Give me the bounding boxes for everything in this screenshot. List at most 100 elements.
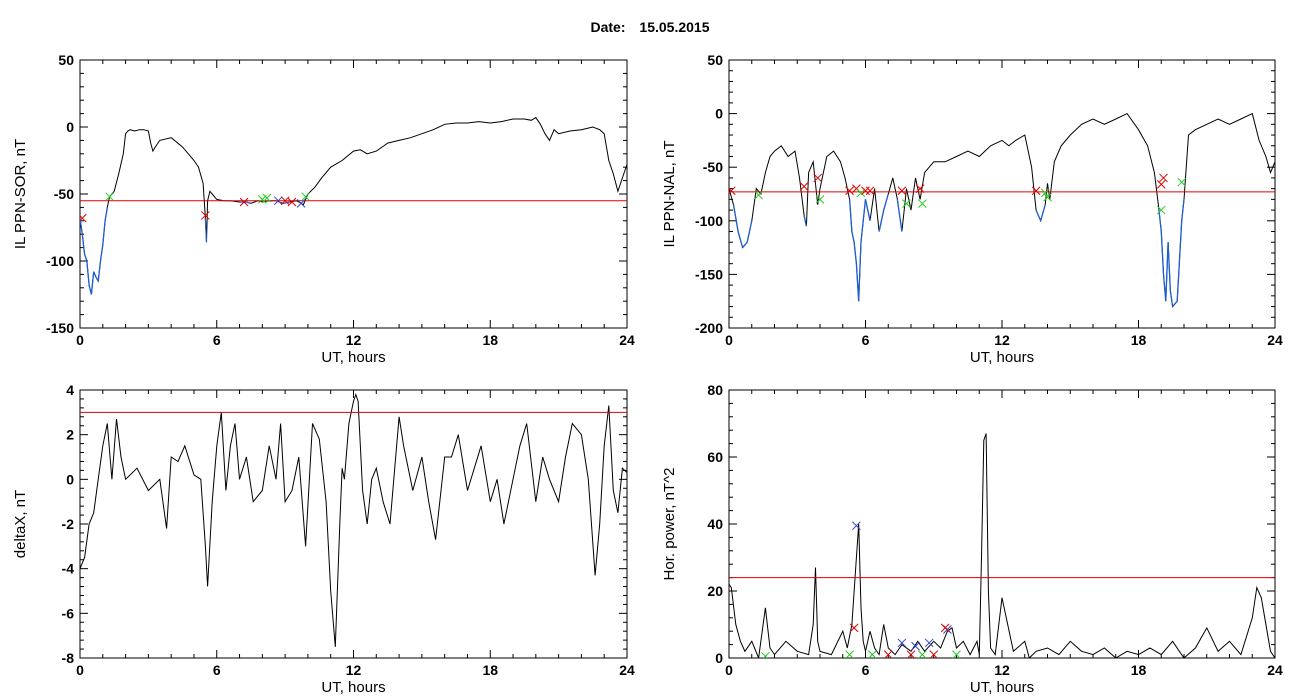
y-tick-label: -150 xyxy=(46,320,74,336)
x-tick-label: 0 xyxy=(76,662,84,678)
plot-panel-2: 0 6 12 18 24 -200 -150 -100 -50 0 50 UT, hours IL PP… xyxy=(661,52,1283,366)
y-tick-label: 40 xyxy=(707,516,723,532)
series-highlight-segment xyxy=(1160,231,1165,275)
y-tick-label: 80 xyxy=(707,382,723,398)
event-marker xyxy=(301,192,310,202)
event-marker xyxy=(856,188,866,198)
date-label: Date: xyxy=(590,19,626,35)
y-tick-label: 60 xyxy=(707,449,723,465)
series-highlight-segment xyxy=(803,215,807,227)
x-tick-label: 6 xyxy=(213,332,221,348)
event-marker xyxy=(80,213,87,223)
event-marker xyxy=(1156,205,1166,215)
event-marker xyxy=(940,623,950,633)
x-tick-label: 0 xyxy=(725,332,733,348)
series-highlight-segment xyxy=(853,242,858,264)
y-axis-label: Hor. power, nT^2 xyxy=(661,468,678,581)
y-tick-label: 20 xyxy=(707,583,723,599)
x-tick-label: 0 xyxy=(76,332,84,348)
series-highlight-segment xyxy=(204,218,208,243)
x-tick-label: 18 xyxy=(1131,332,1147,348)
plot-panel-4: 0 6 12 18 24 0 20 40 60 80 UT, hours Hor. power, nT… xyxy=(661,382,1283,696)
event-marker xyxy=(262,193,272,203)
series-highlight-segment xyxy=(732,204,739,232)
event-marker xyxy=(918,199,927,209)
series-highlight-segment xyxy=(1158,210,1162,232)
series-highlight-segment xyxy=(86,260,90,286)
y-tick-label: 50 xyxy=(58,52,74,68)
y-tick-label: -200 xyxy=(695,320,723,336)
event-marker xyxy=(849,623,859,633)
x-tick-label: 6 xyxy=(862,332,870,348)
y-tick-label: -2 xyxy=(62,516,75,532)
event-marker xyxy=(865,186,875,196)
x-tick-label: 6 xyxy=(213,662,221,678)
y-tick-label: 2 xyxy=(66,427,74,443)
y-tick-label: 0 xyxy=(715,106,723,122)
series-highlight-segment xyxy=(896,199,903,232)
event-marker xyxy=(1031,186,1041,196)
x-tick-label: 24 xyxy=(1267,332,1283,348)
y-axis-label: deltaX, nT xyxy=(12,490,29,558)
event-marker xyxy=(867,650,877,658)
event-marker xyxy=(239,197,249,207)
event-marker xyxy=(897,186,907,196)
plot-frame xyxy=(728,389,1276,659)
series-highlight-segment xyxy=(104,207,108,221)
y-tick-label: 0 xyxy=(66,471,74,487)
series-highlight-segment xyxy=(883,193,889,211)
series-line xyxy=(80,116,627,295)
event-marker xyxy=(861,186,870,196)
y-tick-label: -150 xyxy=(695,266,723,282)
y-tick-label: -8 xyxy=(62,650,75,666)
event-marker xyxy=(201,211,210,220)
series-highlight-segment xyxy=(1167,242,1171,291)
event-marker xyxy=(1159,173,1168,183)
series-highlight-segment xyxy=(851,231,855,243)
series-highlight-segment xyxy=(746,220,753,243)
event-marker xyxy=(273,196,283,206)
x-tick-label: 24 xyxy=(619,332,635,348)
x-tick-label: 18 xyxy=(482,662,498,678)
event-marker xyxy=(952,650,961,658)
plot-frame xyxy=(79,59,628,329)
series-line xyxy=(729,112,1275,308)
x-tick-label: 12 xyxy=(346,662,362,678)
series-highlight-segment xyxy=(742,241,748,249)
event-marker xyxy=(924,638,934,648)
event-marker xyxy=(915,184,925,193)
event-marker xyxy=(287,197,297,207)
event-marker xyxy=(1177,177,1187,187)
series-highlight-segment xyxy=(102,220,106,245)
plot-area xyxy=(80,392,627,647)
x-tick-label: 12 xyxy=(994,662,1010,678)
series-highlight-segment xyxy=(90,271,95,295)
event-marker xyxy=(754,190,763,200)
x-axis-label: UT, hours xyxy=(321,679,385,696)
series-highlight-segment xyxy=(282,201,290,205)
plot-area xyxy=(729,433,1275,658)
series-highlight-segment xyxy=(1169,290,1174,307)
series-highlight-segment xyxy=(737,231,744,248)
event-marker xyxy=(852,521,861,531)
event-marker xyxy=(897,638,907,648)
series-highlight-segment xyxy=(93,271,97,278)
event-marker xyxy=(105,192,114,202)
event-marker xyxy=(761,651,770,658)
y-tick-label: 50 xyxy=(707,52,723,68)
series-highlight-segment xyxy=(864,199,871,221)
event-marker xyxy=(906,650,916,658)
series-highlight-segment xyxy=(1172,300,1178,307)
event-marker xyxy=(799,182,809,191)
event-marker xyxy=(845,650,854,658)
event-marker xyxy=(1043,192,1052,202)
event-marker xyxy=(918,650,927,658)
x-tick-label: 24 xyxy=(1267,662,1283,678)
event-marker xyxy=(813,173,823,183)
y-axis-label: IL PPN-SOR, nT xyxy=(12,139,29,249)
y-axis-label: IL PPN-NAL, nT xyxy=(661,141,678,248)
series-highlight-segment xyxy=(858,242,862,302)
event-marker xyxy=(296,199,306,208)
